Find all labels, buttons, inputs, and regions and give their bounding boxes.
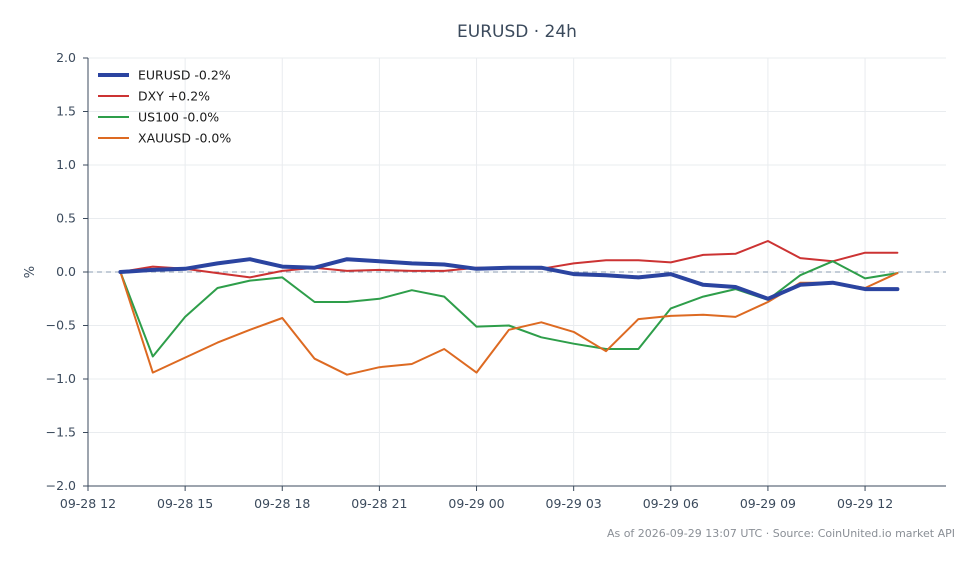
legend: EURUSD -0.2% DXY +0.2% US100 -0.0% XAUUSD -…: [98, 68, 231, 146]
footer-source: As of 2026-09-29 13:07 UTC · Source: Coi…: [607, 527, 955, 540]
series-line-3: [119, 271, 899, 376]
axes-layer: −2.0 −1.5 −1.0 −0.5 0.0 0.5 1.0 1.5 2.0 09-28 12 0…: [46, 50, 946, 511]
x-tick-label: 09-28 18: [254, 496, 310, 511]
legend-label-3: XAUUSD -0.0%: [138, 131, 231, 146]
y-tick-label: 0.5: [56, 211, 76, 226]
x-tick-label: 09-29 09: [740, 496, 796, 511]
y-tick-label: −1.0: [46, 371, 76, 386]
y-tick-label: −1.5: [46, 425, 76, 440]
series-line-0: [118, 257, 900, 301]
x-tick-label: 09-29 00: [448, 496, 504, 511]
x-tick-label: 09-28 15: [157, 496, 213, 511]
y-tick-label: 1.5: [56, 104, 76, 119]
x-tick-label: 09-29 12: [837, 496, 893, 511]
chart-title: EURUSD · 24h: [457, 22, 577, 42]
y-tick-label: 0.0: [56, 264, 76, 279]
x-tick-label: 09-29 06: [643, 496, 699, 511]
y-tick-label: −2.0: [46, 478, 76, 493]
y-tick-label: 2.0: [56, 50, 76, 65]
x-tick-label: 09-28 12: [60, 496, 116, 511]
series-layer: [118, 240, 900, 376]
x-tick-label: 09-28 21: [351, 496, 407, 511]
y-axis-label: %: [23, 266, 38, 278]
legend-label-2: US100 -0.0%: [138, 110, 219, 125]
legend-label-0: EURUSD -0.2%: [138, 68, 231, 83]
y-tick-label: 1.0: [56, 157, 76, 172]
y-tick-label: −0.5: [46, 318, 76, 333]
x-tick-label: 09-29 03: [546, 496, 602, 511]
legend-label-1: DXY +0.2%: [138, 89, 210, 104]
